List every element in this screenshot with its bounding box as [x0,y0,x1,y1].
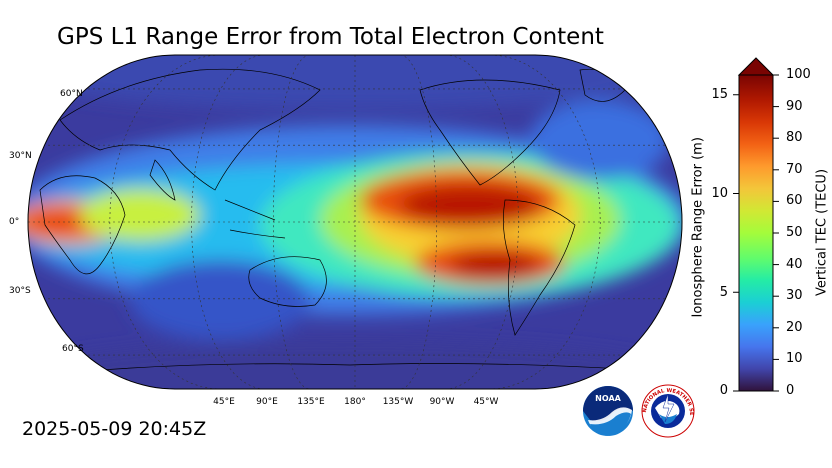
tec-field [28,55,682,389]
tec-tick-100: 100 [786,67,811,82]
tec-tick-70: 70 [786,162,803,177]
noaa-logo: NOAA [583,386,633,436]
tec-tick-80: 80 [786,130,803,145]
tec-tick-10: 10 [786,351,803,366]
noaa-logo-text: NOAA [595,394,621,403]
lon-label-90e: 90°E [256,397,278,407]
range-error-tick-5: 5 [719,285,728,300]
range-error-tick-15: 15 [711,87,728,102]
tec-tick-60: 60 [786,193,803,208]
lon-label-45w: 45°W [473,397,499,407]
nws-logo: NATIONAL WEATHER SERVICE [641,384,695,438]
tec-tick-50: 50 [786,225,803,240]
lon-label-135e: 135°E [297,397,325,407]
tec-tick-30: 30 [786,288,803,303]
range-error-tick-0: 0 [719,383,728,398]
meridian-line [489,55,601,389]
chart-title: GPS L1 Range Error from Total Electron C… [57,24,604,50]
meridian-line [191,55,266,389]
lon-label-45e: 45°E [213,397,235,407]
tec-axis-label: Vertical TEC (TECU) [814,168,830,297]
lat-label-60n: 60°N [60,89,83,99]
tec-tick-0: 0 [786,383,795,398]
lat-label-30s: 30°S [9,286,31,296]
meridian-line [399,55,438,389]
graticule [28,55,682,389]
lon-label-90w: 90°W [429,397,455,407]
meridian-line [444,55,519,389]
tec-tick-20: 20 [786,320,803,335]
map-boundary [27,54,683,390]
lat-label-60s: 60°S [62,344,84,354]
range-error-tick-10: 10 [711,186,728,201]
meridian-line [272,55,311,389]
meridian-line [109,55,221,389]
colorbar-extend-arrow [737,57,775,76]
timestamp: 2025-05-09 20:45Z [22,418,207,440]
lon-label-180: 180° [344,397,366,407]
tec-tick-40: 40 [786,257,803,272]
lat-label-30n: 30°N [9,151,32,161]
tec-tick-90: 90 [786,99,803,114]
coastlines [39,68,671,376]
range-error-axis-label: Ionosphere Range Error (m) [690,137,706,318]
lon-label-135w: 135°W [382,397,414,407]
lat-label-eq: 0° [9,217,20,227]
